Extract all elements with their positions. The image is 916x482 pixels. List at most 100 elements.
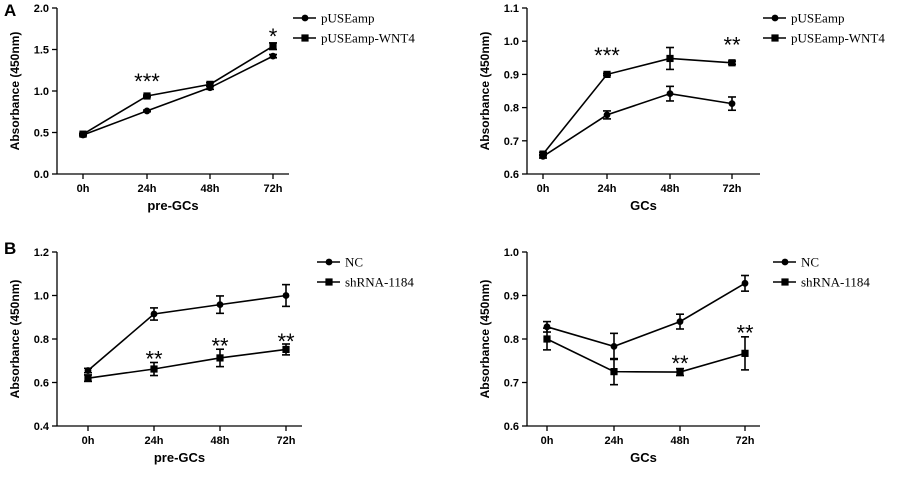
data-point <box>216 301 224 309</box>
series-shrna-1184: shRNA-1184 <box>543 275 870 386</box>
x-tick-label: 24h <box>145 435 164 447</box>
data-point <box>143 92 151 100</box>
y-tick-label: 0.9 <box>504 291 519 303</box>
significance-annotation: ** <box>145 347 163 372</box>
data-point <box>282 345 290 354</box>
data-point <box>741 279 749 287</box>
series-puseamp-wnt4: pUSEamp-WNT4 <box>79 31 415 138</box>
legend-marker <box>781 278 789 286</box>
legend-marker <box>325 278 333 286</box>
x-tick-label: 0h <box>77 183 90 195</box>
legend-label: pUSEamp-WNT4 <box>321 31 415 46</box>
data-point <box>728 59 736 67</box>
series-line <box>542 57 733 155</box>
y-axis-title: Absorbance (450nm) <box>478 32 492 151</box>
x-tick-label: 24h <box>138 183 157 195</box>
data-point <box>676 318 684 325</box>
legend-marker <box>325 258 333 266</box>
significance-annotation: * <box>269 24 278 49</box>
x-tick-label: 0h <box>82 435 95 447</box>
y-tick-label: 0.8 <box>504 334 519 346</box>
chart-1: 0.0 0.5 1.0 1.5 2.0 0h 24h 48h 72h pre-GCs Absorba… <box>8 3 415 213</box>
legend-marker <box>781 258 789 266</box>
data-point <box>610 368 618 376</box>
data-point <box>666 54 674 63</box>
series-nc: NC <box>543 255 819 361</box>
series-puseamp: pUSEamp <box>539 11 844 160</box>
legend-marker <box>771 34 779 42</box>
significance-annotation: ** <box>671 351 689 376</box>
y-axis-title: Absorbance (450nm) <box>8 280 22 399</box>
y-tick-label: 1.0 <box>504 247 519 259</box>
panel-label-a: A <box>4 1 16 20</box>
series-nc: NC <box>84 255 363 374</box>
y-tick-label: 1.2 <box>34 247 49 259</box>
data-point <box>676 368 684 376</box>
legend-label: pUSEamp-WNT4 <box>791 31 885 46</box>
y-tick-label: 1.1 <box>504 3 519 15</box>
legend-label: pUSEamp <box>321 11 374 26</box>
legend-label: shRNA-1184 <box>345 275 414 290</box>
data-point <box>610 342 618 350</box>
x-tick-label: 0h <box>541 435 554 447</box>
x-tick-label: 24h <box>605 435 624 447</box>
y-axis-title: Absorbance (450nm) <box>8 32 22 151</box>
y-tick-label: 0.9 <box>504 69 519 81</box>
significance-annotation: *** <box>134 69 160 94</box>
x-tick-label: 72h <box>264 183 283 195</box>
data-point <box>728 100 736 108</box>
legend-marker <box>301 34 309 42</box>
y-tick-label: 0.8 <box>34 334 49 346</box>
data-point <box>79 130 87 138</box>
x-tick-label: 48h <box>211 435 230 447</box>
y-tick-label: 0.6 <box>504 421 519 433</box>
significance-annotation: ** <box>277 329 295 354</box>
x-tick-label: 48h <box>201 183 220 195</box>
data-point <box>269 52 277 60</box>
data-point <box>269 42 277 50</box>
significance-annotation: ** <box>723 33 741 58</box>
x-axis-title: GCs <box>630 198 657 213</box>
data-point <box>741 349 749 357</box>
significance-annotation: ** <box>736 320 754 345</box>
y-tick-label: 0.6 <box>504 169 519 181</box>
data-point <box>543 335 551 343</box>
x-tick-label: 72h <box>277 435 296 447</box>
panel-label-b: B <box>4 239 16 258</box>
x-tick-label: 72h <box>723 183 742 195</box>
y-tick-label: 1.5 <box>34 45 49 57</box>
legend-marker <box>301 14 309 22</box>
legend-label: shRNA-1184 <box>801 275 870 290</box>
y-tick-label: 0.6 <box>34 378 49 390</box>
series-line <box>82 55 274 136</box>
data-point <box>206 80 214 88</box>
series-line <box>546 282 746 348</box>
x-axis-title: pre-GCs <box>147 198 198 213</box>
series-line <box>82 45 274 135</box>
y-tick-label: 0.5 <box>34 128 49 140</box>
y-tick-label: 0.7 <box>504 136 519 148</box>
x-tick-label: 72h <box>736 435 755 447</box>
legend-label: pUSEamp <box>791 11 844 26</box>
legend-marker <box>771 14 779 22</box>
y-tick-label: 0.7 <box>504 378 519 390</box>
significance-annotation: *** <box>594 43 620 68</box>
x-axis-title: GCs <box>630 450 657 465</box>
x-tick-label: 24h <box>598 183 617 195</box>
x-tick-label: 48h <box>661 183 680 195</box>
legend-label: NC <box>801 255 819 270</box>
data-point <box>143 107 151 115</box>
data-point <box>666 90 674 98</box>
y-tick-label: 0.4 <box>34 421 50 433</box>
data-point <box>84 367 92 374</box>
series-line <box>87 348 287 379</box>
y-tick-label: 0.0 <box>34 169 49 181</box>
x-axis-title: pre-GCs <box>154 450 205 465</box>
data-point <box>603 70 611 78</box>
series-line <box>546 338 746 373</box>
data-point <box>282 292 290 299</box>
y-tick-label: 2.0 <box>34 3 49 15</box>
series-line <box>542 92 733 158</box>
data-point <box>150 365 158 373</box>
